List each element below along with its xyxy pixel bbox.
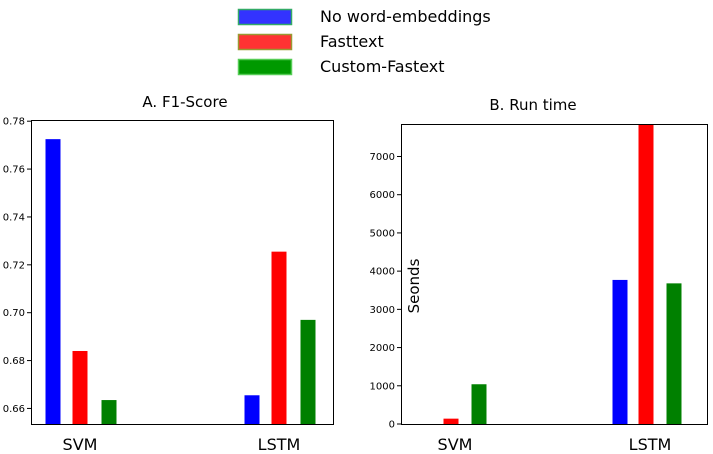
y-tick-label: 0.76: [3, 165, 25, 176]
y-tick-label: 2000: [370, 343, 395, 354]
x-category-label-svm: SVM: [63, 435, 98, 454]
run-time-chart: B. Run time 0 1000 2000 3000 4000 5000 6000 7000…: [370, 96, 708, 454]
bar-custom-fastext-svm: [101, 400, 117, 424]
y-tick-label: 0.66: [3, 404, 25, 415]
bar-no-word-embeddings-lstm: [612, 279, 628, 424]
legend-label-custom-fastext: Custom-Fastext: [320, 57, 445, 76]
y-tick-label: 0.74: [3, 212, 25, 223]
legend-swatch-no-word-embeddings: [237, 8, 293, 26]
x-category-label-svm: SVM: [438, 435, 473, 454]
bar-custom-fastext-lstm: [300, 319, 316, 424]
y-axis-label: Seonds: [405, 258, 423, 313]
plot-frame: [401, 124, 708, 425]
legend-label-no-word-embeddings: No word-embeddings: [320, 7, 491, 26]
legend: No word-embeddings Fasttext Custom-Fastext: [237, 7, 491, 76]
y-tick-label: 3000: [370, 305, 395, 316]
bar-no-word-embeddings-svm: [45, 139, 61, 425]
y-tick-label: 0: [389, 420, 395, 431]
legend-swatch-fasttext: [237, 33, 293, 51]
legend-label-fasttext: Fasttext: [320, 32, 384, 51]
y-tick-label: 5000: [370, 228, 395, 239]
x-category-label-lstm: LSTM: [258, 435, 301, 454]
y-tick-label: 6000: [370, 190, 395, 201]
bar-fasttext-lstm: [271, 251, 287, 424]
bar-custom-fastext-lstm: [666, 283, 682, 424]
y-tick-label: 0.72: [3, 260, 25, 271]
y-tick-label: 4000: [370, 267, 395, 278]
bar-fasttext-svm: [72, 350, 88, 424]
y-tick-label: 7000: [370, 152, 395, 163]
bar-fasttext-lstm: [638, 124, 654, 424]
y-tick-label: 1000: [370, 381, 395, 392]
chart-title: B. Run time: [489, 96, 576, 114]
plot-frame: [31, 120, 334, 425]
y-tick-label: 0.78: [3, 117, 25, 128]
legend-swatch-custom-fastext: [237, 58, 293, 76]
chart-title: A. F1-Score: [142, 93, 227, 111]
bar-fasttext-svm: [443, 418, 459, 424]
bar-no-word-embeddings-lstm: [244, 395, 260, 424]
y-tick-label: 0.68: [3, 356, 25, 367]
f1-score-chart: A. F1-Score 0.66 0.68 0.70 0.72 0.74 0.76 0.78 S…: [3, 93, 334, 454]
bar-custom-fastext-svm: [471, 384, 487, 424]
x-category-label-lstm: LSTM: [629, 435, 672, 454]
y-tick-label: 0.70: [3, 308, 25, 319]
